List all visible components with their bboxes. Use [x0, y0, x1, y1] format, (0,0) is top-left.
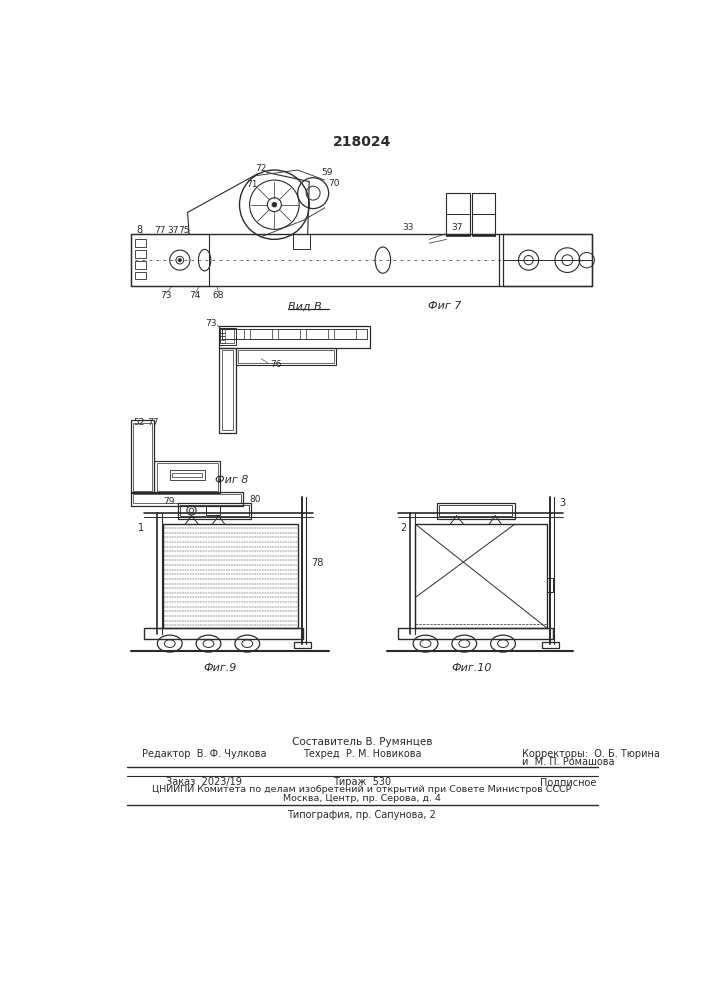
- Bar: [220, 336, 225, 339]
- Bar: [154, 461, 220, 493]
- Bar: [279, 329, 300, 339]
- Bar: [440, 505, 513, 516]
- Text: 79: 79: [164, 497, 175, 506]
- Bar: [131, 420, 154, 493]
- Bar: [170, 470, 204, 480]
- Bar: [222, 350, 233, 430]
- Bar: [542, 642, 559, 648]
- Text: 77: 77: [155, 226, 166, 235]
- Text: 68: 68: [213, 291, 224, 300]
- Bar: [547, 578, 554, 592]
- Text: 74: 74: [189, 291, 201, 300]
- Bar: [472, 193, 495, 214]
- Bar: [135, 239, 146, 247]
- Text: 3: 3: [559, 498, 566, 508]
- Text: 71: 71: [246, 180, 257, 189]
- Bar: [446, 193, 469, 214]
- Text: 76: 76: [271, 360, 282, 369]
- Bar: [293, 234, 310, 249]
- Bar: [134, 494, 241, 503]
- Bar: [131, 492, 243, 506]
- Text: 2: 2: [400, 523, 406, 533]
- Text: 52: 52: [133, 418, 144, 427]
- Bar: [416, 524, 547, 628]
- Text: Фиг 8: Фиг 8: [215, 475, 248, 485]
- Text: 37: 37: [452, 223, 463, 232]
- Circle shape: [178, 259, 182, 262]
- Text: Фиг.10: Фиг.10: [452, 663, 492, 673]
- Bar: [144, 628, 303, 639]
- Bar: [293, 642, 311, 648]
- Bar: [503, 234, 592, 286]
- Text: 37: 37: [167, 226, 179, 235]
- Text: 59: 59: [321, 168, 332, 177]
- Bar: [131, 234, 592, 286]
- Text: 78: 78: [312, 558, 324, 568]
- Bar: [437, 503, 515, 519]
- Text: Подписное: Подписное: [539, 777, 596, 787]
- Text: 73: 73: [206, 319, 217, 328]
- Text: 73: 73: [160, 291, 172, 300]
- Text: Корректоры:  О. Б. Тюрина: Корректоры: О. Б. Тюрина: [522, 749, 660, 759]
- Text: Фиг 7: Фиг 7: [428, 301, 462, 311]
- Text: Вид В: Вид В: [288, 301, 322, 311]
- Bar: [220, 340, 225, 343]
- Text: Москва, Центр, пр. Серова, д. 4: Москва, Центр, пр. Серова, д. 4: [283, 794, 441, 803]
- Bar: [163, 524, 298, 628]
- Bar: [222, 329, 367, 339]
- Text: 1: 1: [138, 523, 144, 533]
- Bar: [334, 329, 356, 339]
- Text: 33: 33: [402, 223, 414, 232]
- Text: Редактор  В. Ф. Чулкова: Редактор В. Ф. Чулкова: [142, 749, 267, 759]
- Bar: [446, 193, 469, 235]
- Bar: [223, 329, 244, 339]
- Bar: [238, 350, 334, 363]
- Text: Тираж  530: Тираж 530: [333, 777, 391, 787]
- Bar: [250, 329, 272, 339]
- Bar: [472, 214, 495, 235]
- Bar: [135, 272, 146, 279]
- Bar: [134, 423, 152, 491]
- Bar: [218, 328, 235, 345]
- Bar: [180, 505, 249, 516]
- Text: Типография, пр. Сапунова, 2: Типография, пр. Сапунова, 2: [288, 810, 436, 820]
- Bar: [156, 463, 218, 491]
- Bar: [398, 628, 554, 639]
- Text: ЦНИИПИ Комитета по делам изобретений и открытий при Совете Министров СССР: ЦНИИПИ Комитета по делам изобретений и о…: [152, 785, 572, 794]
- Bar: [306, 329, 328, 339]
- Text: Фиг.9: Фиг.9: [204, 663, 237, 673]
- Text: 8: 8: [136, 225, 143, 235]
- Text: Техред  Р. М. Новикова: Техред Р. М. Новикова: [303, 749, 421, 759]
- Text: 77: 77: [147, 418, 158, 427]
- Bar: [135, 250, 146, 258]
- Circle shape: [272, 202, 276, 207]
- Bar: [131, 234, 209, 286]
- Text: и  М. П. Ромашова: и М. П. Ромашова: [522, 757, 615, 767]
- Text: 70: 70: [329, 179, 340, 188]
- Bar: [172, 473, 202, 477]
- Text: 72: 72: [255, 164, 267, 173]
- Bar: [235, 348, 337, 365]
- Bar: [220, 333, 225, 336]
- Text: Заказ  2023/19: Заказ 2023/19: [166, 777, 242, 787]
- Bar: [218, 326, 370, 348]
- Bar: [220, 329, 225, 333]
- Text: 75: 75: [178, 226, 189, 235]
- Text: 80: 80: [250, 495, 261, 504]
- Bar: [206, 506, 220, 515]
- Bar: [177, 503, 251, 519]
- Bar: [472, 193, 495, 235]
- Text: 218024: 218024: [333, 135, 391, 149]
- Bar: [220, 329, 234, 343]
- Text: Составитель В. Румянцев: Составитель В. Румянцев: [292, 737, 432, 747]
- Bar: [446, 214, 469, 235]
- Bar: [135, 261, 146, 269]
- Bar: [218, 348, 235, 433]
